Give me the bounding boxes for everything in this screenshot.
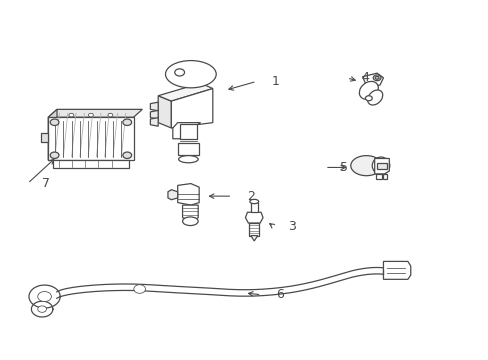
Polygon shape	[250, 235, 257, 241]
Polygon shape	[245, 212, 263, 223]
Ellipse shape	[38, 292, 51, 302]
Polygon shape	[150, 118, 158, 126]
Polygon shape	[171, 89, 212, 128]
Bar	[177, 143, 199, 155]
Polygon shape	[167, 190, 177, 200]
Bar	[41, 134, 48, 142]
Polygon shape	[362, 73, 383, 87]
Text: 1: 1	[271, 75, 279, 88]
Polygon shape	[158, 96, 171, 128]
Polygon shape	[182, 205, 198, 221]
Polygon shape	[383, 261, 410, 279]
Ellipse shape	[38, 306, 46, 312]
Text: 3: 3	[288, 220, 296, 233]
Bar	[179, 125, 197, 139]
Polygon shape	[150, 111, 158, 119]
Ellipse shape	[182, 217, 198, 226]
Bar	[249, 223, 259, 235]
Polygon shape	[48, 109, 142, 117]
Polygon shape	[158, 83, 212, 101]
Ellipse shape	[122, 152, 131, 158]
Ellipse shape	[367, 90, 382, 105]
Ellipse shape	[371, 157, 389, 174]
Bar	[53, 160, 128, 168]
Ellipse shape	[134, 285, 145, 293]
Ellipse shape	[69, 113, 74, 117]
Text: 4: 4	[361, 71, 368, 84]
Bar	[376, 163, 386, 169]
Bar	[250, 202, 257, 212]
Ellipse shape	[122, 119, 131, 126]
Text: 5: 5	[339, 161, 347, 174]
Polygon shape	[150, 102, 158, 111]
Bar	[383, 174, 386, 179]
Polygon shape	[374, 158, 388, 174]
Polygon shape	[177, 184, 199, 205]
Ellipse shape	[165, 60, 216, 88]
Text: 2: 2	[246, 190, 254, 203]
Ellipse shape	[50, 119, 59, 126]
Polygon shape	[48, 117, 133, 160]
Ellipse shape	[372, 75, 380, 81]
Ellipse shape	[249, 199, 258, 204]
Text: 7: 7	[42, 177, 50, 190]
Ellipse shape	[178, 156, 198, 163]
Text: 6: 6	[276, 288, 284, 301]
Ellipse shape	[88, 113, 93, 117]
Bar	[375, 174, 382, 179]
Polygon shape	[48, 109, 57, 160]
Ellipse shape	[50, 152, 59, 158]
Ellipse shape	[108, 113, 113, 117]
Ellipse shape	[359, 81, 378, 99]
Ellipse shape	[174, 69, 184, 76]
Polygon shape	[172, 123, 200, 139]
Ellipse shape	[374, 76, 378, 79]
Ellipse shape	[350, 156, 381, 176]
Ellipse shape	[365, 96, 371, 101]
